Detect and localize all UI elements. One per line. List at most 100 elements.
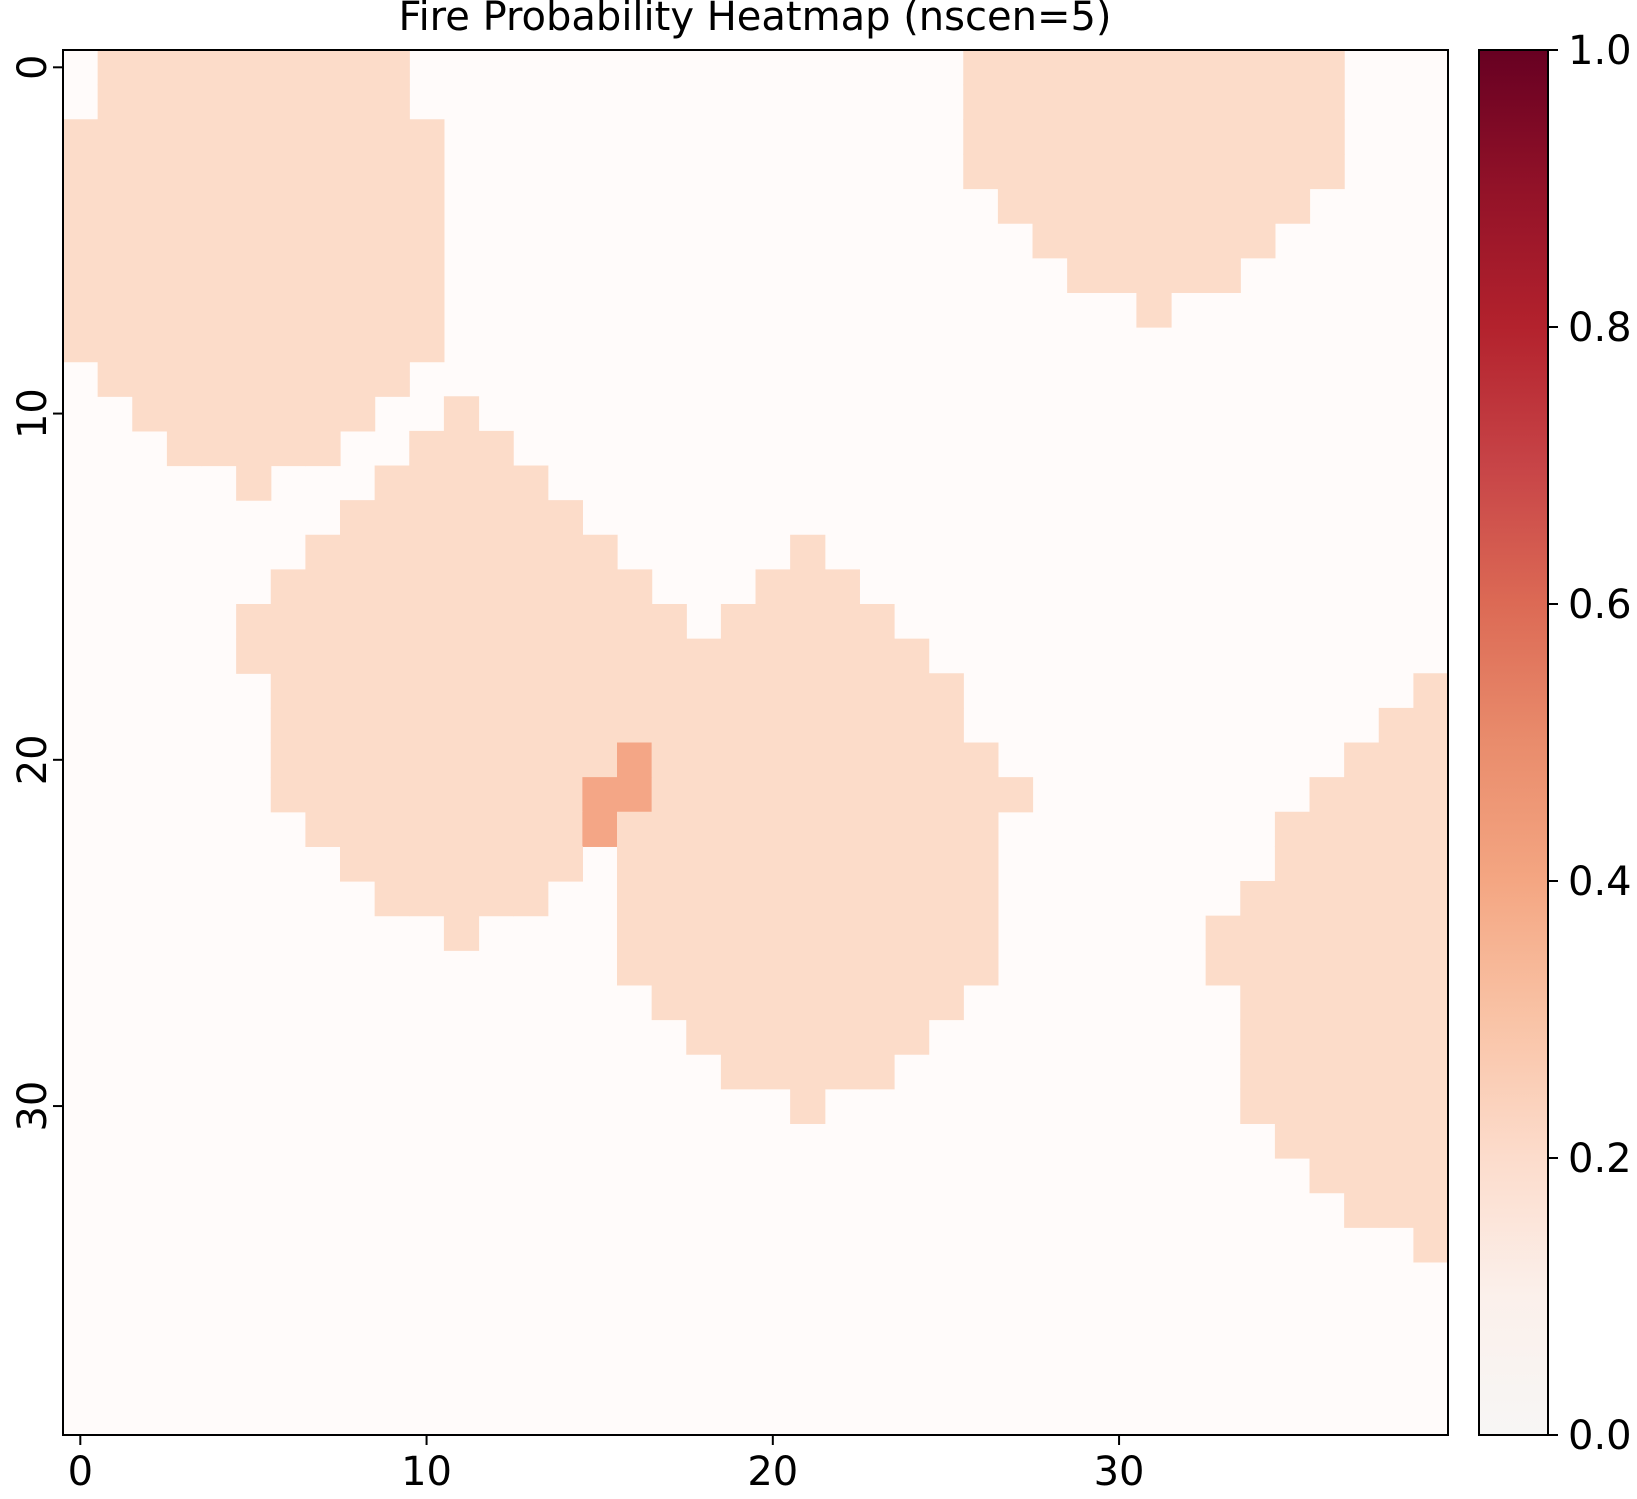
heatmap-cell [1378,950,1414,986]
heatmap-cell [305,742,341,778]
heatmap-cell [790,881,826,917]
heatmap-cell [1378,707,1414,744]
heatmap-cell [1205,153,1241,190]
heatmap-cell [755,569,791,605]
heatmap-cell [305,777,341,813]
heatmap-cell [1413,1192,1449,1228]
heatmap-cell [790,534,826,570]
heatmap-cell [824,707,860,744]
heatmap-cell [755,673,791,709]
heatmap-cell [340,50,376,86]
heatmap-cell [201,188,237,224]
heatmap-cell [651,742,687,778]
heatmap-cell [790,604,826,640]
heatmap-cell [582,742,618,778]
heatmap-cell [513,811,549,847]
heatmap-cell [755,777,791,813]
heatmap-cell [1274,811,1311,847]
heatmap-cell [201,361,237,397]
heatmap-cell [513,534,549,570]
heatmap-cell [997,50,1034,86]
heatmap-cell [443,396,480,432]
heatmap-cell [1240,1088,1276,1124]
heatmap-cell [478,534,514,570]
heatmap-cell [305,430,341,467]
heatmap-cell [1136,119,1172,155]
heatmap-cell [1205,119,1241,155]
heatmap-cell [686,742,722,778]
heatmap-cell [582,673,618,709]
heatmap-cell [340,707,376,744]
heatmap-cell [617,846,653,882]
heatmap-cell [374,50,410,86]
heatmap-cell [236,361,272,397]
heatmap-cell [340,673,376,709]
heatmap-cell [963,50,999,86]
heatmap-cell [305,50,341,86]
heatmap-cell [1240,1054,1276,1090]
heatmap-cell [1309,950,1345,986]
heatmap-cell [409,500,445,536]
y-axis: 0 10 20 30 [10,55,63,1132]
heatmap-cell [1378,1054,1414,1090]
heatmap-cell [1205,84,1241,120]
heatmap-cell [1378,811,1414,847]
heatmap-cell [236,188,272,224]
heatmap-cell [963,119,999,155]
heatmap-cell [720,638,757,674]
heatmap-cell [201,223,237,259]
heatmap-cell [547,604,583,640]
heatmap-cell [963,915,999,951]
heatmap-cell [443,430,480,467]
heatmap-cell [963,742,999,778]
heatmap-cell [305,119,341,155]
heatmap-cell [720,707,757,744]
heatmap-cell [340,292,376,328]
heatmap-cell [270,430,306,467]
heatmap-cell [443,707,480,744]
heatmap-cell [305,396,341,432]
heatmap-cell [513,881,549,917]
heatmap-cell [617,915,653,951]
heatmap-cell [1344,1019,1380,1055]
heatmap-cell [755,881,791,917]
heatmap-cell [97,153,133,190]
heatmap-cell [1205,50,1241,86]
heatmap-cell [270,327,306,363]
heatmap-cell [582,604,618,640]
heatmap-cell [374,673,410,709]
heatmap-cell [201,153,237,190]
heatmap-cell [409,119,445,155]
heatmap-cell [513,500,549,536]
heatmap-cell [166,327,203,363]
heatmap-cell [374,881,410,917]
heatmap-cell [305,673,341,709]
heatmap-cell [270,777,306,813]
heatmap-cell [1101,153,1137,190]
heatmap-cell [1136,50,1172,86]
heatmap-cell [617,881,653,917]
heatmap-cell [1205,188,1241,224]
heatmap-cell [894,777,930,813]
heatmap-cell [63,119,99,155]
heatmap-cell [1309,811,1345,847]
heatmap-cell [755,950,791,986]
heatmap-cell [443,465,480,501]
heatmap-cell [1309,119,1345,155]
heatmap-cell [790,1054,826,1090]
heatmap-cell [63,292,99,328]
heatmap-cell [824,742,860,778]
heatmap-cell [201,292,237,328]
heatmap-cell [1413,950,1449,986]
heatmap-cell [443,534,480,570]
heatmap-cell [824,777,860,813]
x-tick-label: 0 [68,1449,93,1495]
heatmap-cell [1240,915,1276,951]
heatmap-cell [1171,153,1207,190]
heatmap-cell [1171,223,1207,259]
heatmap-cell [824,1054,860,1090]
heatmap-cell [1032,119,1068,155]
heatmap-cell [513,777,549,813]
heatmap-cell [1067,50,1103,86]
heatmap-cell [720,950,757,986]
